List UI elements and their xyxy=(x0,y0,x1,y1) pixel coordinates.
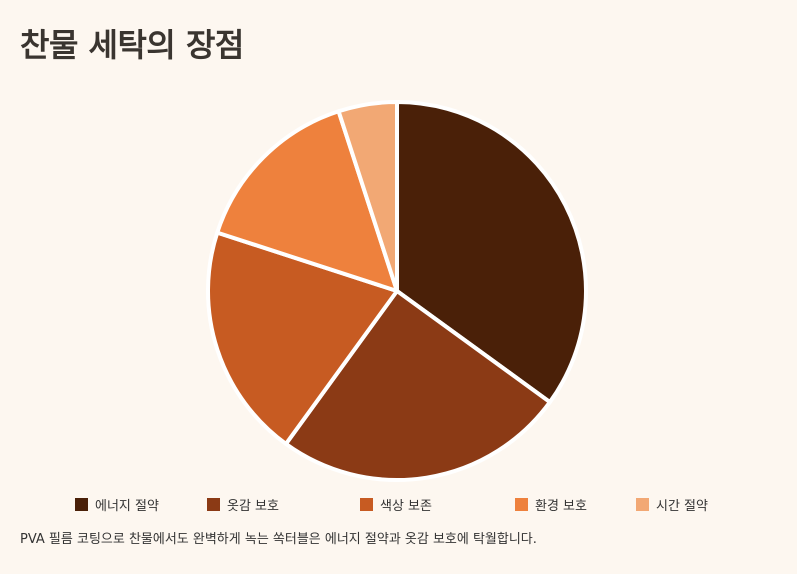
legend-swatch xyxy=(360,497,373,511)
legend-item-3[interactable]: 색상 보존 xyxy=(360,495,432,514)
legend-label: 옷감 보호 xyxy=(227,498,279,514)
legend-item-1[interactable]: 에너지 절약 xyxy=(75,495,159,514)
legend-label: 환경 보호 xyxy=(535,498,587,514)
pie-slice-5 xyxy=(336,100,399,293)
legend-item-5[interactable]: 시간 절약 xyxy=(636,495,708,514)
pie-slice-2 xyxy=(283,289,552,482)
legend-swatch xyxy=(207,497,220,511)
legend-label: 시간 절약 xyxy=(656,498,708,514)
chart-caption: PVA 필름 코팅으로 찬물에서도 완벽하게 녹는 쏙터블은 에너지 절약과 옷… xyxy=(20,532,537,547)
pie-slice-3 xyxy=(206,230,399,446)
legend-item-2[interactable]: 옷감 보호 xyxy=(207,495,279,514)
legend-swatch xyxy=(75,497,88,511)
legend-swatch xyxy=(636,497,649,511)
chart-legend: 에너지 절약 옷감 보호 색상 보존 환경 보호 시간 절약 xyxy=(0,495,797,514)
legend-swatch xyxy=(515,497,528,511)
legend-label: 색상 보존 xyxy=(380,498,432,514)
pie-slice-1 xyxy=(395,100,588,405)
legend-item-4[interactable]: 환경 보호 xyxy=(515,495,587,514)
legend-label: 에너지 절약 xyxy=(95,498,159,514)
page-title: 찬물 세탁의 장점 xyxy=(20,26,244,64)
